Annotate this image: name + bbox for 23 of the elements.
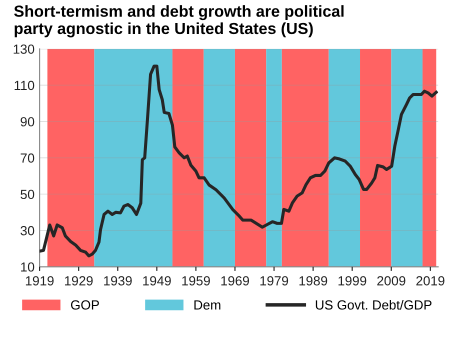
legend-label: GOP	[70, 300, 99, 310]
x-tick-label: 1969	[221, 276, 250, 286]
chart-title: Short-termism and debt growth are political party agnostic in the United States (US)	[14, 5, 344, 38]
x-tick-label: 1949	[143, 276, 171, 286]
x-tick-label: 1979	[260, 276, 288, 286]
x-tick-label: 1939	[104, 276, 132, 286]
y-tick-label: 50	[20, 190, 34, 200]
legend-label: Dem	[194, 300, 220, 310]
x-tick-label: 2009	[377, 276, 406, 286]
x-tick-label: 1919	[26, 276, 54, 286]
x-tick-label: 1999	[338, 276, 366, 286]
y-tick-label: 10	[21, 262, 34, 272]
x-tick-label: 1989	[299, 276, 328, 286]
y-tick-label: 90	[20, 117, 34, 126]
legend-label: US Govt. Debt/GDP	[316, 300, 432, 310]
y-tick-label: 30	[20, 226, 34, 236]
y-tick-label: 70	[20, 153, 34, 163]
y-tick-label: 130	[14, 44, 34, 54]
y-tick-label: 110	[14, 80, 34, 90]
x-tick-label: 2019	[416, 276, 444, 286]
x-tick-label: 1959	[182, 276, 210, 286]
x-tick-label: 1929	[64, 276, 93, 286]
line-series	[40, 64, 438, 258]
